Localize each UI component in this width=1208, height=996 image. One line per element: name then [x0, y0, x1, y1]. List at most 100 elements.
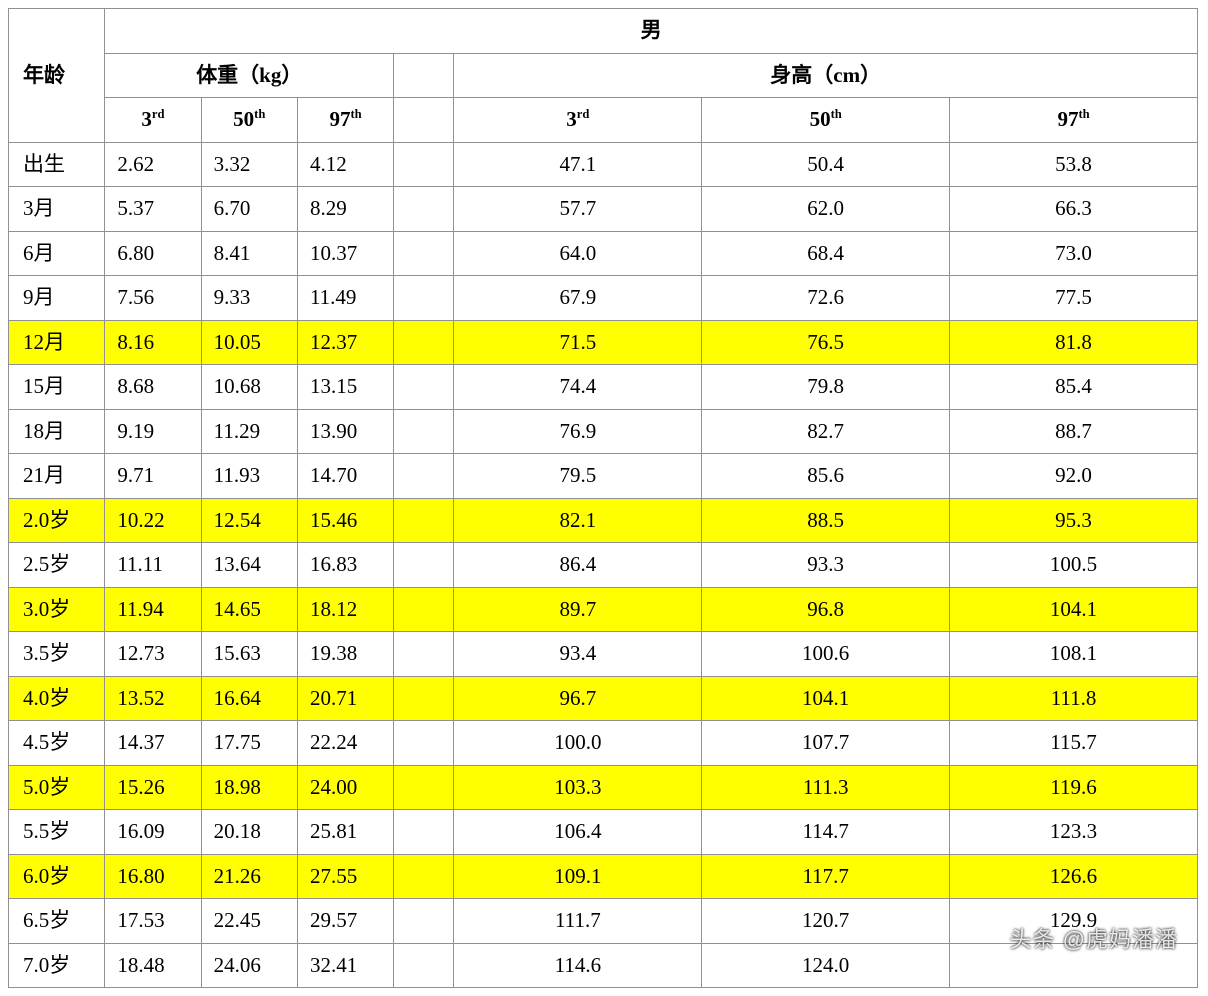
age: 18月	[9, 409, 105, 454]
cell-spacer	[394, 765, 454, 810]
age: 6.0岁	[9, 854, 105, 899]
cell-weight-p3: 11.94	[105, 587, 201, 632]
cell-height-p3: 93.4	[454, 632, 702, 677]
cell-weight-p50: 9.33	[201, 276, 297, 321]
cell-height-p50: 117.7	[702, 854, 950, 899]
age: 15月	[9, 365, 105, 410]
cell-weight-p50: 24.06	[201, 943, 297, 988]
cell-spacer	[394, 276, 454, 321]
cell-weight-p97: 27.55	[297, 854, 393, 899]
cell-height-p3: 57.7	[454, 187, 702, 232]
age: 5.5岁	[9, 810, 105, 855]
cell-spacer	[394, 676, 454, 721]
cell-weight-p97: 13.90	[297, 409, 393, 454]
age: 5.0岁	[9, 765, 105, 810]
cell-height-p50: 82.7	[702, 409, 950, 454]
header-height-group: 身高（cm）	[454, 53, 1198, 98]
cell-height-p3: 100.0	[454, 721, 702, 766]
table-row: 3月5.376.708.2957.762.066.3	[9, 187, 1198, 232]
cell-height-p50: 50.4	[702, 142, 950, 187]
cell-height-p3: 82.1	[454, 498, 702, 543]
header-weight-p3: 3rd	[105, 98, 201, 143]
age: 12月	[9, 320, 105, 365]
age: 3.5岁	[9, 632, 105, 677]
cell-weight-p50: 15.63	[201, 632, 297, 677]
cell-height-p97: 77.5	[950, 276, 1198, 321]
age: 3.0岁	[9, 587, 105, 632]
cell-weight-p50: 6.70	[201, 187, 297, 232]
cell-height-p97: 123.3	[950, 810, 1198, 855]
cell-height-p3: 111.7	[454, 899, 702, 944]
age: 2.0岁	[9, 498, 105, 543]
p50-sup: th	[254, 107, 265, 121]
cell-weight-p97: 25.81	[297, 810, 393, 855]
cell-weight-p50: 22.45	[201, 899, 297, 944]
cell-spacer	[394, 320, 454, 365]
cell-weight-p3: 16.09	[105, 810, 201, 855]
table-row: 21月9.7111.9314.7079.585.692.0	[9, 454, 1198, 499]
cell-height-p50: 107.7	[702, 721, 950, 766]
age: 9月	[9, 276, 105, 321]
cell-weight-p97: 10.37	[297, 231, 393, 276]
cell-weight-p97: 29.57	[297, 899, 393, 944]
cell-spacer	[394, 142, 454, 187]
cell-weight-p97: 11.49	[297, 276, 393, 321]
cell-weight-p3: 9.19	[105, 409, 201, 454]
age: 6.5岁	[9, 899, 105, 944]
table-row: 3.5岁12.7315.6319.3893.4100.6108.1	[9, 632, 1198, 677]
growth-table: 年龄 男 体重（kg） 身高（cm） 3rd 50th 97th 3rd 50t…	[8, 8, 1198, 988]
cell-height-p97: 115.7	[950, 721, 1198, 766]
cell-height-p97: 73.0	[950, 231, 1198, 276]
cell-height-p97: 111.8	[950, 676, 1198, 721]
cell-spacer	[394, 187, 454, 232]
cell-height-p97	[950, 943, 1198, 988]
cell-weight-p3: 12.73	[105, 632, 201, 677]
table-row: 3.0岁11.9414.6518.1289.796.8104.1	[9, 587, 1198, 632]
cell-weight-p50: 17.75	[201, 721, 297, 766]
table-row: 18月9.1911.2913.9076.982.788.7	[9, 409, 1198, 454]
cell-height-p3: 114.6	[454, 943, 702, 988]
table-row: 4.5岁14.3717.7522.24100.0107.7115.7	[9, 721, 1198, 766]
cell-weight-p97: 15.46	[297, 498, 393, 543]
cell-height-p3: 64.0	[454, 231, 702, 276]
header-height-p50: 50th	[702, 98, 950, 143]
cell-weight-p50: 10.68	[201, 365, 297, 410]
cell-weight-p50: 11.93	[201, 454, 297, 499]
cell-weight-p3: 7.56	[105, 276, 201, 321]
cell-height-p97: 95.3	[950, 498, 1198, 543]
cell-weight-p97: 14.70	[297, 454, 393, 499]
table-body: 出生2.623.324.1247.150.453.83月5.376.708.29…	[9, 142, 1198, 988]
table-row: 2.0岁10.2212.5415.4682.188.595.3	[9, 498, 1198, 543]
cell-height-p97: 92.0	[950, 454, 1198, 499]
cell-height-p50: 104.1	[702, 676, 950, 721]
table-row: 5.0岁15.2618.9824.00103.3111.3119.6	[9, 765, 1198, 810]
p50-base: 50	[233, 107, 254, 131]
p3-base-h: 3	[566, 107, 577, 131]
age: 4.0岁	[9, 676, 105, 721]
cell-spacer	[394, 854, 454, 899]
cell-weight-p50: 16.64	[201, 676, 297, 721]
cell-weight-p50: 3.32	[201, 142, 297, 187]
header-spacer2	[394, 98, 454, 143]
cell-weight-p50: 14.65	[201, 587, 297, 632]
cell-weight-p3: 11.11	[105, 543, 201, 588]
cell-spacer	[394, 721, 454, 766]
age: 3月	[9, 187, 105, 232]
cell-height-p3: 106.4	[454, 810, 702, 855]
cell-height-p50: 124.0	[702, 943, 950, 988]
table-row: 4.0岁13.5216.6420.7196.7104.1111.8	[9, 676, 1198, 721]
table-row: 2.5岁11.1113.6416.8386.493.3100.5	[9, 543, 1198, 588]
cell-weight-p50: 21.26	[201, 854, 297, 899]
table-header: 年龄 男 体重（kg） 身高（cm） 3rd 50th 97th 3rd 50t…	[9, 9, 1198, 143]
cell-weight-p3: 6.80	[105, 231, 201, 276]
cell-weight-p50: 12.54	[201, 498, 297, 543]
cell-weight-p50: 18.98	[201, 765, 297, 810]
cell-weight-p3: 17.53	[105, 899, 201, 944]
cell-height-p50: 93.3	[702, 543, 950, 588]
cell-weight-p3: 13.52	[105, 676, 201, 721]
cell-height-p3: 74.4	[454, 365, 702, 410]
cell-spacer	[394, 231, 454, 276]
cell-spacer	[394, 632, 454, 677]
cell-weight-p97: 8.29	[297, 187, 393, 232]
cell-height-p3: 103.3	[454, 765, 702, 810]
